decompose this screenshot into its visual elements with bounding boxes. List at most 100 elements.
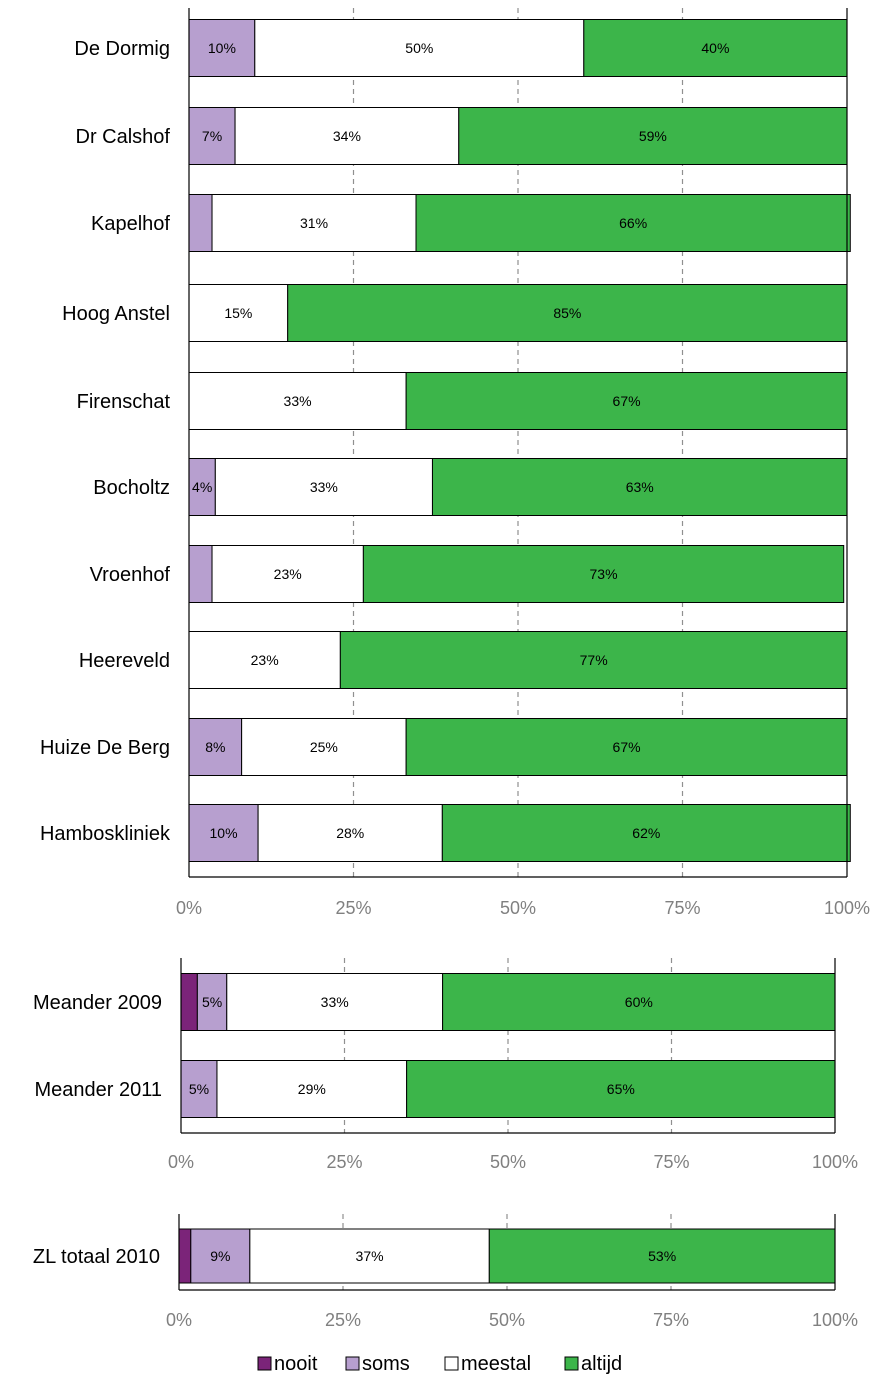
data-label-altijd: 65% <box>607 1081 635 1097</box>
bar-segment-soms <box>188 19 256 77</box>
category-label: Vroenhof <box>90 564 171 586</box>
bar-segment-altijd <box>405 372 848 430</box>
category-label: Firenschat <box>77 391 171 413</box>
data-label-altijd: 73% <box>590 566 618 582</box>
bar-segment-soms <box>196 973 228 1031</box>
category-label: Bocholtz <box>93 477 170 499</box>
data-label-altijd: 67% <box>613 739 641 755</box>
legend-item-meestal: meestal <box>444 1353 531 1375</box>
data-label-altijd: 77% <box>580 652 608 668</box>
category-label: Meander 2009 <box>33 992 162 1014</box>
x-tick-label: 100% <box>812 1310 858 1330</box>
x-tick-label: 50% <box>489 1310 525 1330</box>
data-label-soms: 8% <box>205 739 225 755</box>
data-label-altijd: 59% <box>639 128 667 144</box>
data-label-altijd: 53% <box>648 1248 676 1264</box>
legend-swatch <box>257 1356 272 1371</box>
x-tick-label: 25% <box>325 1310 361 1330</box>
legend-item-nooit: nooit <box>257 1353 318 1375</box>
data-label-meestal: 28% <box>336 825 364 841</box>
legend-label: soms <box>362 1353 410 1375</box>
data-label-soms: 9% <box>210 1248 230 1264</box>
bar-segment-meestal <box>216 1060 408 1118</box>
category-label: Dr Calshof <box>76 126 171 148</box>
category-label: Kapelhof <box>91 213 170 235</box>
bar-segment-nooit <box>178 1228 192 1284</box>
legend-swatch <box>564 1356 579 1371</box>
bar-segment-altijd <box>406 1060 836 1118</box>
x-tick-label: 75% <box>664 898 700 918</box>
bar-segment-meestal <box>214 458 433 516</box>
bar-segment-altijd <box>458 107 848 165</box>
data-label-meestal: 34% <box>333 128 361 144</box>
bar-segment-altijd <box>415 194 851 252</box>
x-tick-label: 50% <box>500 898 536 918</box>
category-label: Heereveld <box>79 650 170 672</box>
x-tick-label: 100% <box>812 1152 858 1172</box>
data-label-soms: 5% <box>189 1081 209 1097</box>
bar-segment-meestal <box>226 973 444 1031</box>
chart-panel-2: 5% 33% 60% Meander 2009 5% 29% 65% Meander 2011… <box>33 958 858 1172</box>
x-tick-label: 0% <box>176 898 202 918</box>
data-label-altijd: 85% <box>553 305 581 321</box>
bar-segment-soms <box>190 1228 251 1284</box>
data-label-meestal: 33% <box>321 994 349 1010</box>
category-label: ZL totaal 2010 <box>33 1246 160 1268</box>
x-tick-label: 0% <box>166 1310 192 1330</box>
bar-segment-altijd <box>488 1228 836 1284</box>
bar-segment-meestal <box>234 107 460 165</box>
bar-segment-altijd <box>441 804 851 862</box>
bar-segment-meestal <box>254 19 585 77</box>
bar-segment-meestal <box>188 372 407 430</box>
x-tick-label: 50% <box>490 1152 526 1172</box>
data-label-meestal: 23% <box>251 652 279 668</box>
bar-segment-altijd <box>405 718 848 776</box>
bar-segment-soms <box>188 804 259 862</box>
category-label: Huize De Berg <box>40 737 170 759</box>
bar-segment-meestal <box>249 1228 490 1284</box>
category-label: Meander 2011 <box>35 1079 163 1101</box>
data-label-altijd: 60% <box>625 994 653 1010</box>
data-label-soms: 10% <box>210 825 238 841</box>
bar-segment-altijd <box>287 284 848 342</box>
category-label: Hoog Anstel <box>62 303 170 325</box>
data-label-meestal: 33% <box>310 479 338 495</box>
bar-segment-soms <box>188 194 213 252</box>
legend-item-soms: soms <box>345 1353 410 1375</box>
x-tick-label: 100% <box>824 898 870 918</box>
bar-segment-altijd <box>442 973 836 1031</box>
legend-swatch <box>345 1356 360 1371</box>
bar-segment-soms <box>188 545 213 603</box>
data-label-meestal: 25% <box>310 739 338 755</box>
bar-segment-meestal <box>257 804 443 862</box>
bar-segment-altijd <box>583 19 848 77</box>
x-tick-label: 25% <box>335 898 371 918</box>
legend-label: meestal <box>461 1353 531 1375</box>
x-tick-label: 75% <box>653 1310 689 1330</box>
data-label-soms: 4% <box>192 479 212 495</box>
category-label: De Dormig <box>74 38 170 60</box>
data-label-soms: 10% <box>208 40 236 56</box>
legend-swatch <box>444 1356 459 1371</box>
bar-segment-altijd <box>339 631 848 689</box>
bar-segment-altijd <box>362 545 845 603</box>
legend-label: altijd <box>581 1353 622 1375</box>
legend-item-altijd: altijd <box>564 1353 622 1375</box>
data-label-meestal: 23% <box>274 566 302 582</box>
x-tick-label: 75% <box>653 1152 689 1172</box>
legend: nooit soms meestal altijd <box>257 1353 622 1375</box>
x-tick-label: 25% <box>326 1152 362 1172</box>
bar-segment-meestal <box>211 545 364 603</box>
bar-segment-altijd <box>431 458 848 516</box>
data-label-altijd: 40% <box>701 40 729 56</box>
data-label-meestal: 31% <box>300 215 328 231</box>
data-label-meestal: 33% <box>284 393 312 409</box>
chart-panel-1: 10% 50% 40% De Dormig 7% 34% 59% Dr Calshof 31% 6… <box>40 8 870 918</box>
data-label-altijd: 66% <box>619 215 647 231</box>
bar-segment-soms <box>188 107 236 165</box>
legend-label: nooit <box>274 1353 318 1375</box>
data-label-meestal: 15% <box>224 305 252 321</box>
data-label-meestal: 50% <box>405 40 433 56</box>
data-label-altijd: 62% <box>632 825 660 841</box>
data-label-altijd: 67% <box>613 393 641 409</box>
